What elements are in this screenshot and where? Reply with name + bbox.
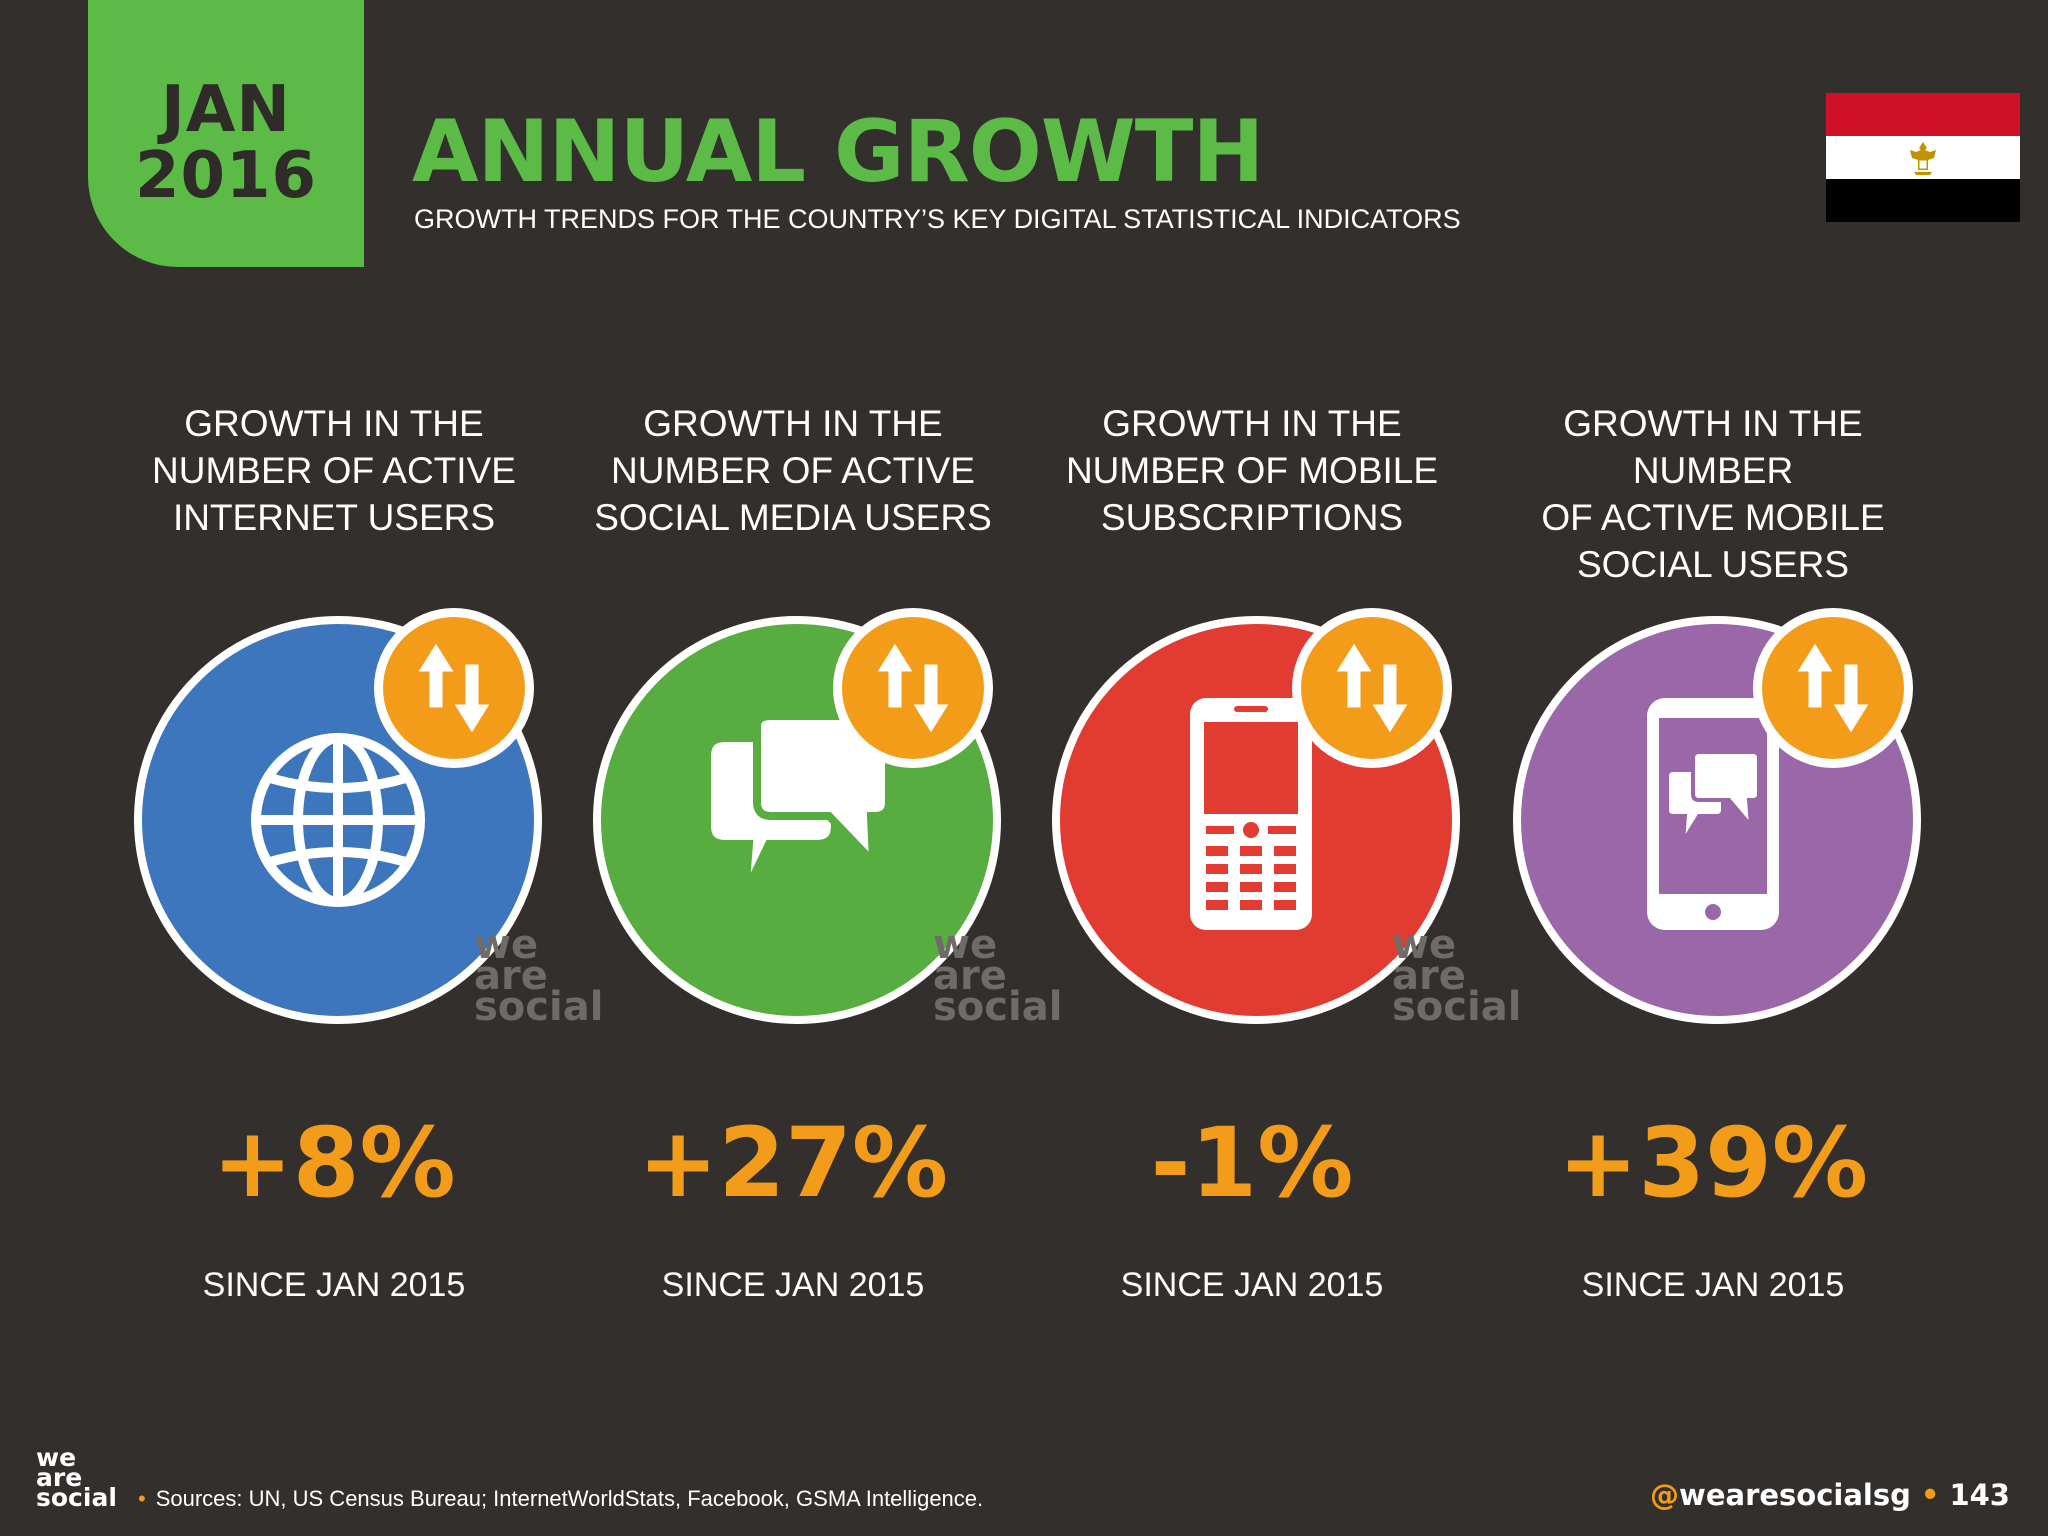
indicator-label: GROWTH IN THE NUMBER OF ACTIVE SOCIAL ME… xyxy=(594,403,992,538)
watermark-logo: we are social xyxy=(933,922,1063,1030)
sources-text: Sources: UN, US Census Bureau; InternetW… xyxy=(155,1486,984,1511)
growth-value: +8% xyxy=(212,1107,456,1219)
we-are-social-logo: we are social xyxy=(36,1443,117,1512)
eagle-emblem-icon xyxy=(1910,141,1936,175)
watermark-logo: we are social xyxy=(474,922,604,1030)
page-subtitle: GROWTH TRENDS FOR THE COUNTRY’S KEY DIGI… xyxy=(414,204,1461,234)
since-label: SINCE JAN 2015 xyxy=(202,1266,466,1304)
indicator-label: GROWTH IN THE NUMBER OF ACTIVE INTERNET … xyxy=(152,403,516,538)
smartphone-chat-icon xyxy=(1647,698,1779,930)
up-down-arrows-icon xyxy=(1331,638,1413,738)
indicator-internet-users: GROWTH IN THE NUMBER OF ACTIVE INTERNET … xyxy=(104,400,603,1340)
up-down-arrows-icon xyxy=(872,638,954,738)
since-label: SINCE JAN 2015 xyxy=(1120,1266,1384,1304)
indicator-social-media-users: GROWTH IN THE NUMBER OF ACTIVE SOCIAL ME… xyxy=(563,400,1062,1340)
indicator-label: GROWTH IN THE NUMBER OF MOBILE SUBSCRIPT… xyxy=(1065,403,1439,538)
social-handle: @wearesocialsg xyxy=(1650,1478,1911,1512)
growth-value: +27% xyxy=(637,1107,949,1219)
watermark-logo: we are social xyxy=(1392,922,1522,1030)
egypt-flag-icon xyxy=(1826,93,2020,222)
growth-badge xyxy=(374,608,534,768)
growth-value: -1% xyxy=(1150,1107,1354,1219)
up-down-arrows-icon xyxy=(1792,638,1874,738)
page-number: 143 xyxy=(1949,1478,2010,1512)
growth-badge xyxy=(1753,608,1913,768)
growth-badge xyxy=(833,608,993,768)
chat-bubbles-icon xyxy=(703,716,893,896)
date-month: JAN xyxy=(161,72,291,147)
footer-handle: @wearesocialsg • 143 xyxy=(1650,1478,2010,1512)
indicator-label: GROWTH IN THE NUMBER OF ACTIVE MOBILE SO… xyxy=(1541,403,1885,585)
since-label: SINCE JAN 2015 xyxy=(1581,1266,1845,1304)
page-title: ANNUAL GROWTH xyxy=(412,102,1264,202)
date-tab: JAN 2016 xyxy=(88,0,364,267)
globe-icon xyxy=(251,733,425,907)
growth-badge xyxy=(1292,608,1452,768)
since-label: SINCE JAN 2015 xyxy=(661,1266,925,1304)
date-year: 2016 xyxy=(134,138,318,213)
mobile-phone-icon xyxy=(1190,698,1312,930)
bullet-dot: • xyxy=(138,1486,146,1511)
sources-note: • Sources: UN, US Census Bureau; Internet… xyxy=(138,1486,983,1512)
growth-value: +39% xyxy=(1557,1107,1869,1219)
up-down-arrows-icon xyxy=(413,638,495,738)
indicator-mobile-subscriptions: GROWTH IN THE NUMBER OF MOBILE SUBSCRIPT… xyxy=(1022,400,1521,1340)
bullet-dot: • xyxy=(1920,1478,1940,1512)
indicator-mobile-social-users: GROWTH IN THE NUMBER OF ACTIVE MOBILE SO… xyxy=(1483,400,1943,1340)
